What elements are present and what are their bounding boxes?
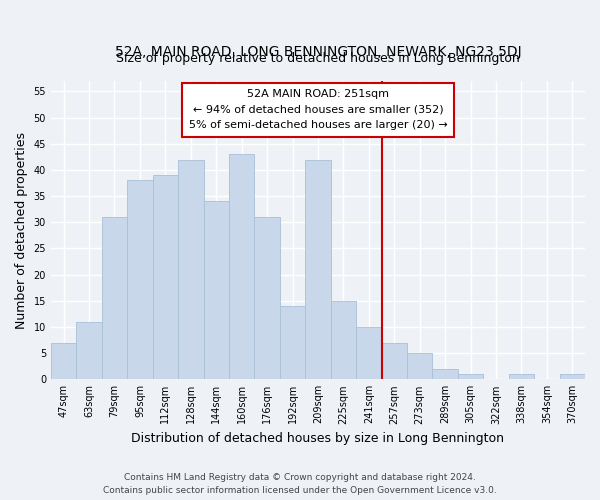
Bar: [127, 180, 152, 380]
Bar: [407, 353, 433, 380]
Text: Size of property relative to detached houses in Long Bennington: Size of property relative to detached ho…: [116, 52, 520, 64]
Bar: [382, 342, 407, 380]
Bar: [509, 374, 534, 380]
Title: 52A, MAIN ROAD, LONG BENNINGTON, NEWARK, NG23 5DJ: 52A, MAIN ROAD, LONG BENNINGTON, NEWARK,…: [115, 45, 521, 59]
Bar: [203, 202, 229, 380]
Bar: [458, 374, 483, 380]
Bar: [51, 342, 76, 380]
Bar: [305, 160, 331, 380]
Bar: [102, 217, 127, 380]
X-axis label: Distribution of detached houses by size in Long Bennington: Distribution of detached houses by size …: [131, 432, 505, 445]
Bar: [76, 322, 102, 380]
Text: Contains HM Land Registry data © Crown copyright and database right 2024.
Contai: Contains HM Land Registry data © Crown c…: [103, 474, 497, 495]
Text: 52A MAIN ROAD: 251sqm
← 94% of detached houses are smaller (352)
5% of semi-deta: 52A MAIN ROAD: 251sqm ← 94% of detached …: [188, 89, 448, 130]
Bar: [280, 306, 305, 380]
Bar: [560, 374, 585, 380]
Bar: [178, 160, 203, 380]
Bar: [433, 369, 458, 380]
Y-axis label: Number of detached properties: Number of detached properties: [15, 132, 28, 328]
Bar: [229, 154, 254, 380]
Bar: [152, 175, 178, 380]
Bar: [356, 327, 382, 380]
Bar: [331, 301, 356, 380]
Bar: [254, 217, 280, 380]
